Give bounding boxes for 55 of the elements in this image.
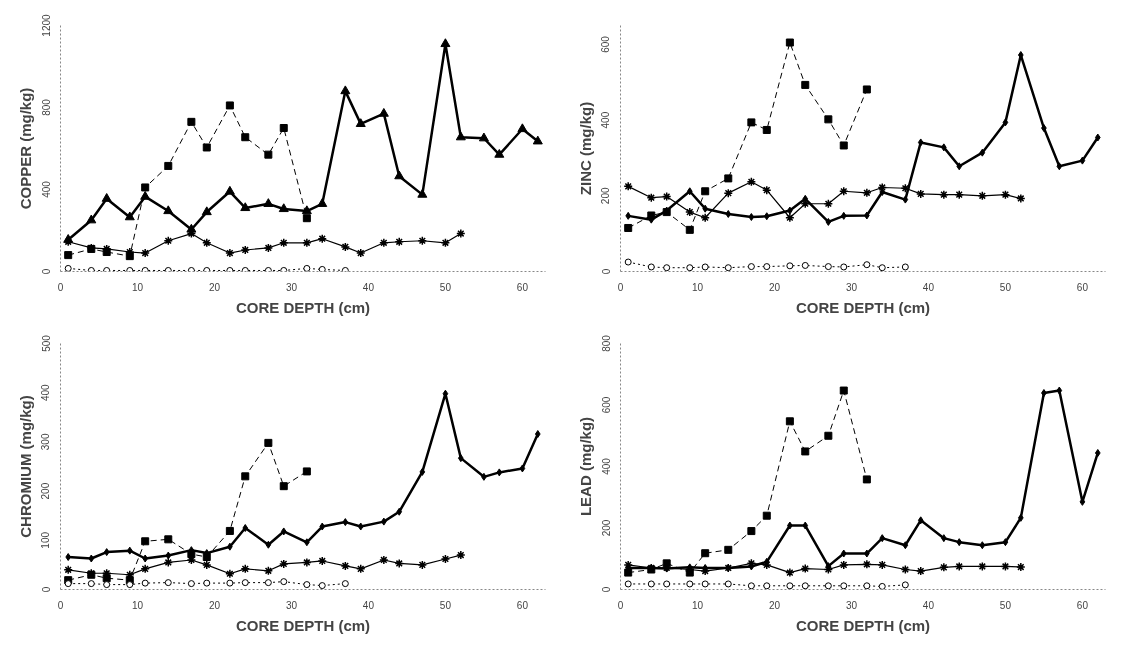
y-tick-label: 0 <box>40 586 52 593</box>
x-tick-label: 0 <box>617 281 624 293</box>
x-tick-label: 60 <box>1076 599 1089 611</box>
y-axis-title: CHROMIUM (mg/kg) <box>16 395 34 538</box>
x-tick-label: 30 <box>285 281 298 293</box>
x-tick-label: 20 <box>768 281 781 293</box>
x-tick-label: 60 <box>516 281 529 293</box>
y-tick-label: 800 <box>600 334 612 352</box>
x-tick-label: 60 <box>1076 281 1089 293</box>
x-tick-label: 20 <box>768 599 781 611</box>
y-tick-label: 0 <box>40 268 52 275</box>
y-tick-label: 200 <box>600 187 612 205</box>
x-tick-label: 40 <box>362 599 375 611</box>
x-tick-label: 20 <box>208 281 221 293</box>
y-tick-label: 200 <box>600 519 612 537</box>
x-tick-label: 0 <box>57 281 64 293</box>
y-tick-label: 400 <box>40 180 52 198</box>
x-tick-label: 60 <box>516 599 529 611</box>
x-tick-label: 50 <box>439 281 452 293</box>
y-tick-label: 600 <box>600 396 612 414</box>
y-tick-label: 0 <box>600 586 612 593</box>
x-axis-title: CORE DEPTH (cm) <box>235 298 371 316</box>
x-axis-title: CORE DEPTH (cm) <box>795 616 931 634</box>
y-tick-label: 0 <box>600 268 612 275</box>
y-tick-label: 300 <box>40 433 52 451</box>
y-tick-label: 600 <box>600 35 612 53</box>
x-tick-label: 10 <box>691 599 704 611</box>
x-tick-label: 10 <box>131 599 144 611</box>
x-tick-label: 40 <box>922 599 935 611</box>
y-axis-title: COPPER (mg/kg) <box>16 87 34 210</box>
y-tick-label: 400 <box>40 383 52 402</box>
x-tick-label: 30 <box>285 599 298 611</box>
x-tick-label: 10 <box>691 281 704 293</box>
x-tick-label: 0 <box>57 599 64 611</box>
y-tick-label: 100 <box>40 531 52 549</box>
x-tick-label: 50 <box>999 599 1012 611</box>
y-tick-label: 800 <box>40 98 52 116</box>
y-axis-title: ZINC (mg/kg) <box>576 101 594 196</box>
y-axis-title: LEAD (mg/kg) <box>576 416 594 517</box>
x-tick-label: 40 <box>362 281 375 293</box>
x-tick-label: 20 <box>208 599 221 611</box>
y-tick-label: 500 <box>40 334 52 352</box>
x-tick-label: 10 <box>131 281 144 293</box>
x-tick-label: 30 <box>845 599 858 611</box>
y-tick-label: 400 <box>600 457 612 475</box>
x-tick-label: 40 <box>922 281 935 293</box>
x-tick-label: 30 <box>845 281 858 293</box>
x-tick-label: 50 <box>999 281 1012 293</box>
y-tick-label: 400 <box>600 111 612 129</box>
x-tick-label: 0 <box>617 599 624 611</box>
y-tick-label: 200 <box>40 482 52 500</box>
x-axis-title: CORE DEPTH (cm) <box>795 298 931 316</box>
x-tick-label: 50 <box>439 599 452 611</box>
x-axis-title: CORE DEPTH (cm) <box>235 616 371 634</box>
y-tick-label: 1200 <box>40 13 52 37</box>
